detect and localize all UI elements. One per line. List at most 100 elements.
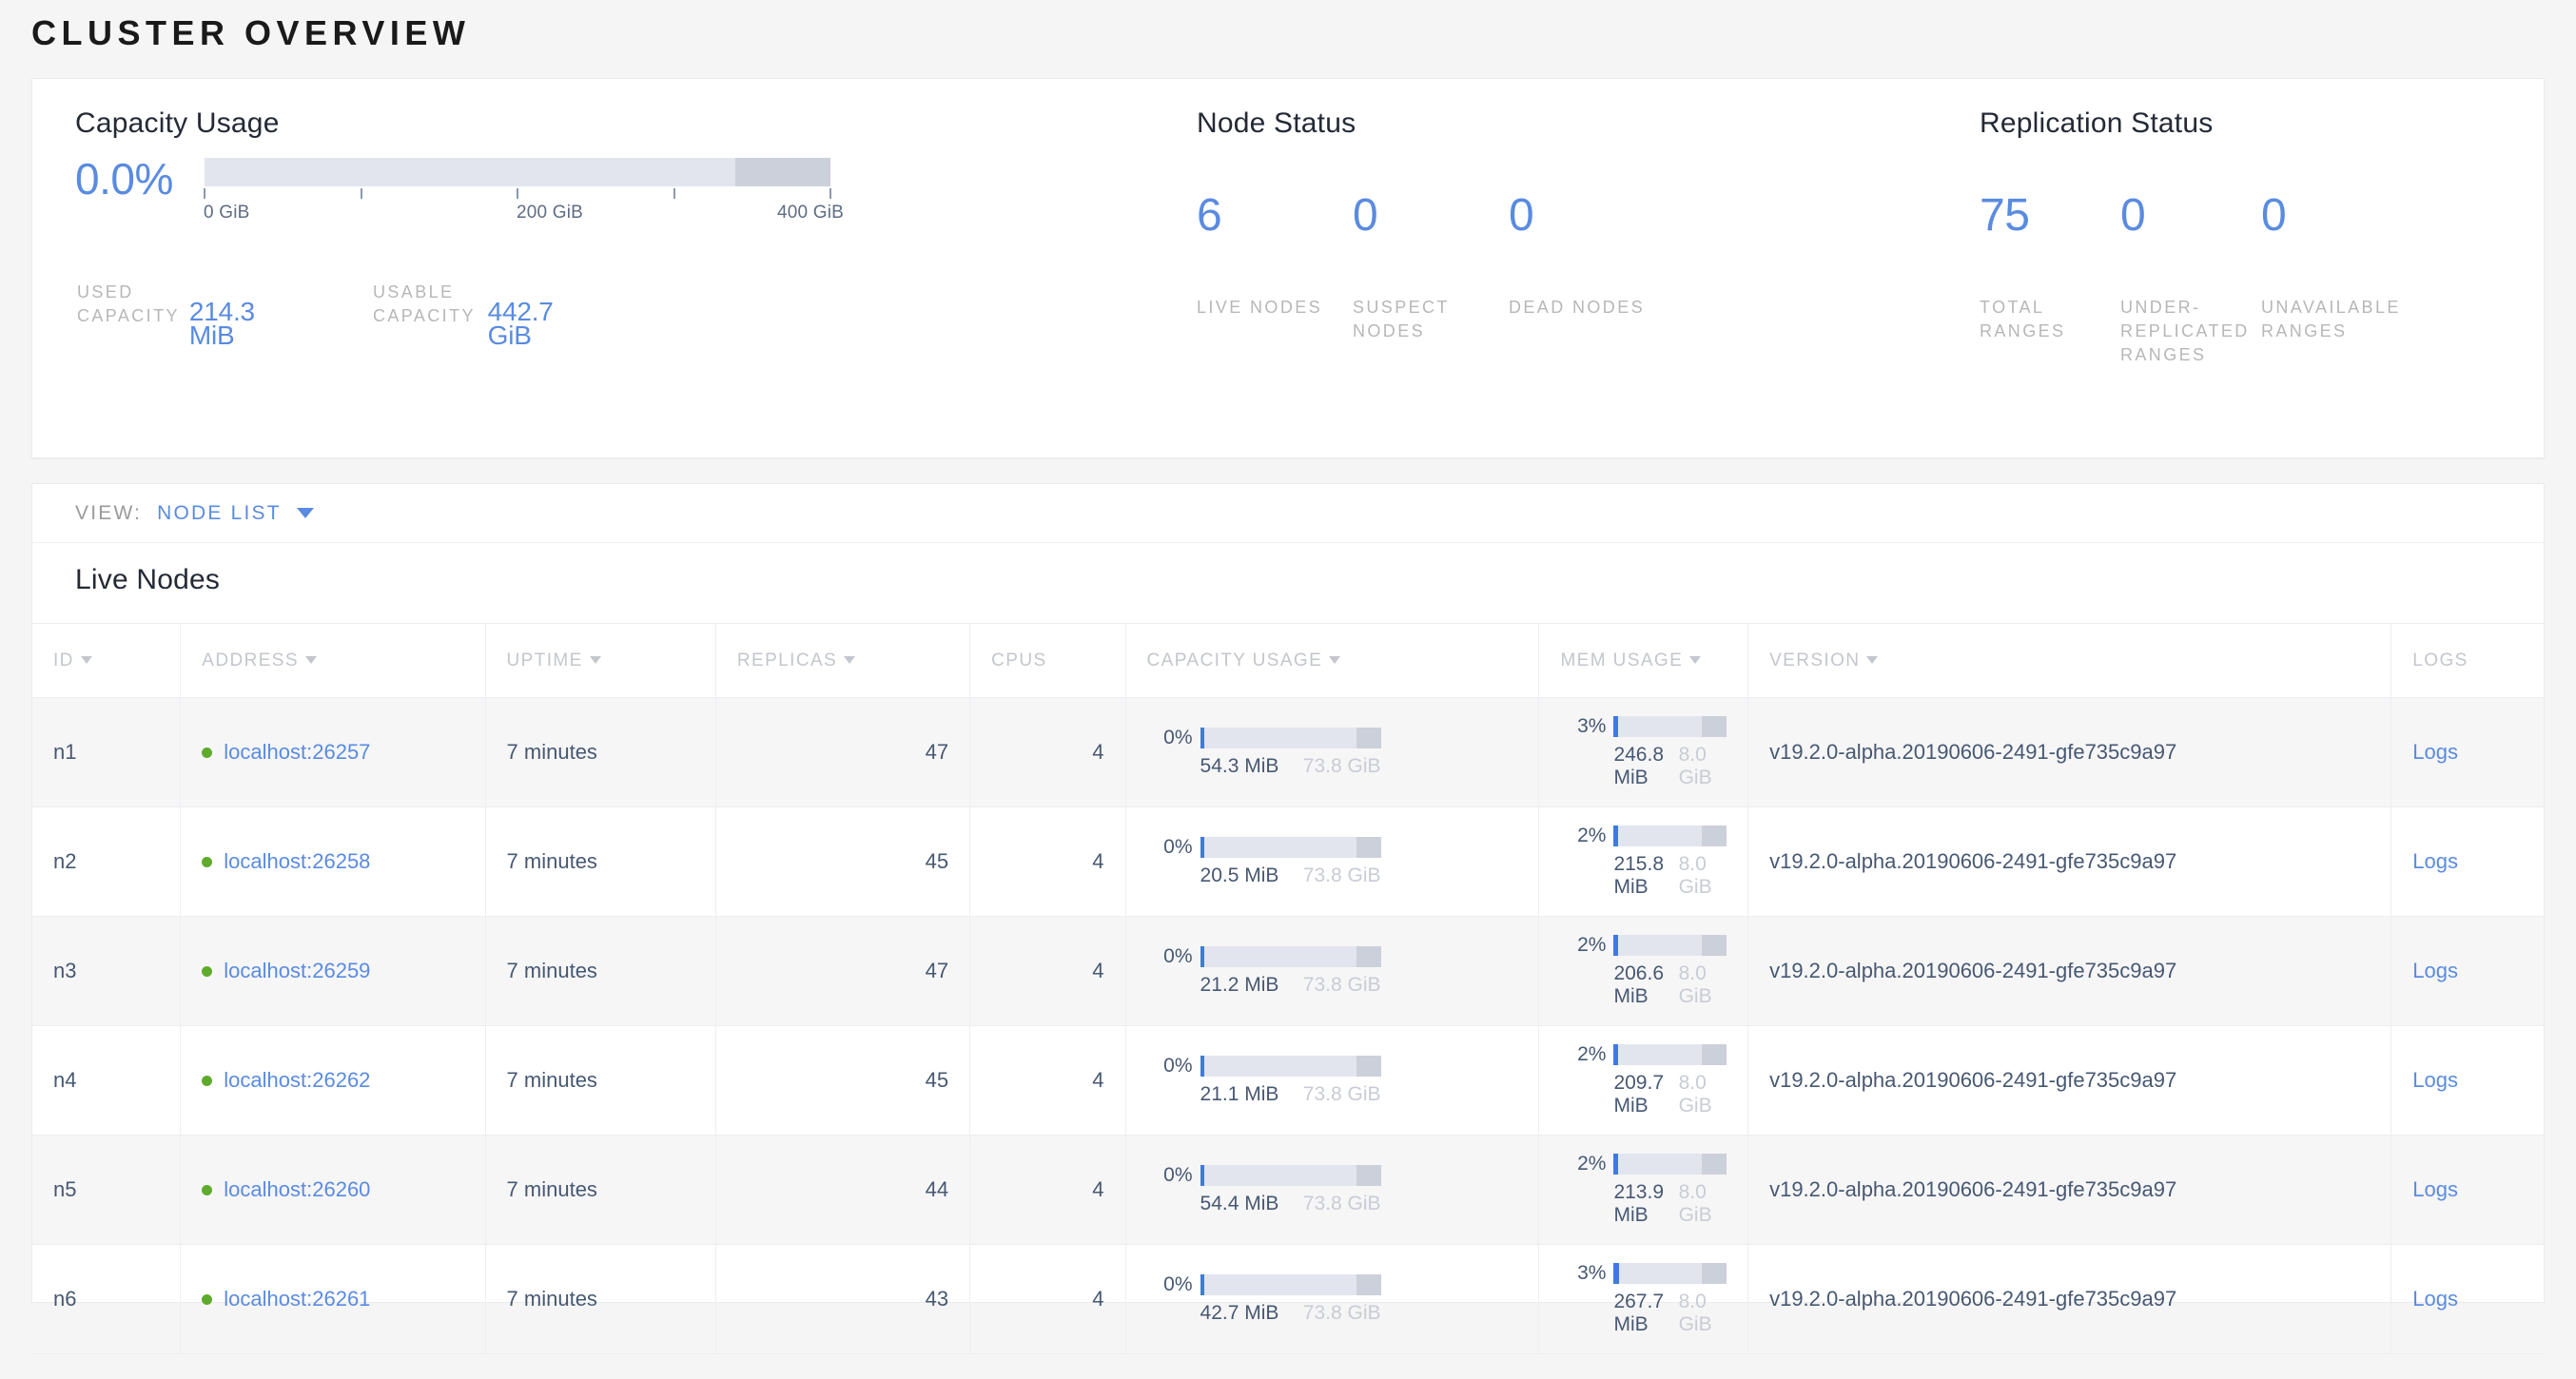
capacity-usage-percent: 0% — [1163, 1273, 1193, 1295]
sort-caret-icon — [589, 655, 601, 664]
node-logs-link[interactable]: Logs — [2412, 959, 2459, 982]
mem-usage-gauge: 3% 246.8 MiB 8.0 GiB — [1560, 715, 1727, 789]
node-logs-link[interactable]: Logs — [2412, 1177, 2459, 1201]
node-address-link[interactable]: localhost:26261 — [224, 1287, 371, 1311]
capacity-usage-bar-reserved — [1356, 728, 1381, 748]
node-logs-link[interactable]: Logs — [2412, 1287, 2459, 1311]
node-address-link[interactable]: localhost:26260 — [224, 1177, 371, 1201]
column-header-capacity-usage[interactable]: CAPACITY USAGE — [1124, 623, 1539, 698]
capacity-usage-percent: 0.0% — [75, 154, 173, 204]
cell-node-version: v19.2.0-alpha.20190606-2491-gfe735c9a97 — [1747, 1025, 2391, 1136]
column-header-address[interactable]: ADDRESS — [180, 623, 486, 698]
cell-node-id: n5 — [32, 1135, 181, 1245]
cell-node-id: n4 — [32, 1025, 181, 1136]
mem-usage-bar-track — [1613, 1263, 1727, 1284]
column-header-uptime[interactable]: UPTIME — [484, 623, 716, 698]
capacity-usage-bar-fill — [1200, 946, 1204, 967]
capacity-axis-tick — [204, 188, 205, 199]
mem-usage-total: 8.0 GiB — [1678, 744, 1712, 788]
total-ranges-stat: 75 TOTAL RANGES — [1980, 191, 2120, 367]
mem-usage-percent: 3% — [1577, 715, 1607, 737]
cell-node-uptime: 7 minutes — [484, 697, 716, 807]
mem-usage-bar-fill — [1613, 716, 1619, 737]
node-logs-link[interactable]: Logs — [2412, 1068, 2459, 1092]
cell-node-logs: Logs — [2391, 806, 2544, 917]
mem-usage-total: 8.0 GiB — [1678, 1181, 1712, 1226]
column-header-mem-usage[interactable]: MEM USAGE — [1538, 623, 1748, 698]
cell-node-replicas: 44 — [714, 1135, 970, 1245]
mem-usage-bar-reserved — [1702, 1263, 1727, 1284]
mem-usage-used: 215.8 MiB — [1613, 853, 1665, 898]
sort-caret-icon — [304, 655, 317, 664]
cell-node-cpus: 4 — [969, 1135, 1126, 1245]
capacity-usage-title: Capacity Usage — [75, 107, 280, 139]
cell-node-address: localhost:26258 — [180, 806, 486, 917]
capacity-usage-gauge: 0% 20.5 MiB 73.8 GiB — [1147, 836, 1518, 887]
mem-usage-percent: 2% — [1577, 934, 1607, 956]
cell-node-replicas: 43 — [714, 1244, 970, 1354]
column-header-replicas[interactable]: REPLICAS — [714, 623, 970, 698]
capacity-usage-bar-reserved — [735, 158, 830, 186]
column-header-id[interactable]: ID — [32, 623, 181, 698]
mem-usage-gauge: 2% 213.9 MiB 8.0 GiB — [1560, 1153, 1727, 1227]
mem-usage-bar-track — [1613, 935, 1727, 956]
mem-usage-used: 209.7 MiB — [1613, 1072, 1665, 1117]
capacity-axis-tick-label: 0 GiB — [204, 203, 250, 223]
capacity-usage-section: Capacity Usage 0.0% 0 GiB 200 GiB 400 GiB … — [75, 79, 1122, 459]
mem-usage-used: 206.6 MiB — [1613, 962, 1665, 1007]
chevron-down-icon[interactable] — [296, 508, 314, 518]
mem-usage-percent: 2% — [1577, 1153, 1607, 1175]
column-header-cpus[interactable]: CPUS — [969, 623, 1126, 698]
dead-nodes-value: 0 — [1509, 190, 1534, 241]
mem-usage-gauge: 3% 267.7 MiB 8.0 GiB — [1560, 1262, 1727, 1336]
column-header-version[interactable]: VERSION — [1747, 623, 2391, 698]
node-logs-link[interactable]: Logs — [2412, 849, 2459, 873]
cluster-summary-card: Capacity Usage 0.0% 0 GiB 200 GiB 400 GiB … — [31, 78, 2545, 458]
cell-node-mem-usage: 2% 213.9 MiB 8.0 GiB — [1538, 1135, 1748, 1245]
mem-usage-bar-track — [1613, 825, 1727, 846]
node-health-dot-icon — [202, 965, 213, 977]
cell-node-capacity-usage: 0% 20.5 MiB 73.8 GiB — [1124, 806, 1539, 917]
live-nodes-card: Live Nodes ID ADDRESS UPTIME REPLICAS CP… — [31, 542, 2545, 1354]
capacity-axis-tick — [673, 188, 675, 199]
cell-node-logs: Logs — [2391, 916, 2544, 1026]
node-address-link[interactable]: localhost:26262 — [224, 1068, 371, 1092]
cell-node-uptime: 7 minutes — [484, 916, 716, 1026]
sort-caret-icon — [80, 655, 92, 664]
under-replicated-ranges-stat: 0 UNDER-REPLICATED RANGES — [2120, 191, 2261, 367]
node-health-dot-icon — [202, 1184, 213, 1195]
node-health-dot-icon — [202, 1293, 213, 1305]
capacity-usage-used: 21.1 MiB — [1200, 1083, 1279, 1105]
view-selected-value[interactable]: NODE LIST — [157, 501, 282, 524]
cell-node-version: v19.2.0-alpha.20190606-2491-gfe735c9a97 — [1747, 1135, 2391, 1245]
capacity-usage-gauge: 0.0% 0 GiB 200 GiB 400 GiB — [75, 154, 844, 223]
cell-node-address: localhost:26257 — [180, 697, 486, 807]
mem-usage-total: 8.0 GiB — [1678, 962, 1712, 1007]
node-address-link[interactable]: localhost:26259 — [224, 959, 371, 982]
usable-capacity-value: 442.7 GiB — [487, 297, 554, 350]
mem-usage-bar-fill — [1613, 1263, 1619, 1284]
column-header-logs: LOGS — [2391, 623, 2544, 698]
suspect-nodes-stat: 0 SUSPECT NODES — [1353, 191, 1509, 343]
view-selector-bar: VIEW: NODE LIST — [31, 483, 2545, 542]
capacity-usage-bar-fill — [1200, 1274, 1204, 1295]
table-row: n4 localhost:26262 7 minutes 45 4 0% — [32, 1025, 2544, 1136]
total-ranges-label: TOTAL RANGES — [1980, 298, 2066, 340]
capacity-usage-total: 73.8 GiB — [1302, 1083, 1381, 1105]
mem-usage-total: 8.0 GiB — [1678, 1291, 1712, 1335]
capacity-usage-used: 42.7 MiB — [1200, 1302, 1279, 1324]
node-logs-link[interactable]: Logs — [2412, 740, 2459, 764]
node-address-link[interactable]: localhost:26257 — [224, 740, 371, 764]
cell-node-address: localhost:26261 — [180, 1244, 486, 1354]
node-address-link[interactable]: localhost:26258 — [224, 849, 371, 873]
capacity-usage-bar-reserved — [1356, 946, 1381, 967]
used-capacity-label: USED CAPACITY — [77, 282, 180, 325]
capacity-axis-tick-label: 400 GiB — [776, 203, 844, 223]
cell-node-capacity-usage: 0% 21.2 MiB 73.8 GiB — [1124, 916, 1539, 1026]
capacity-usage-bar-track — [1200, 1274, 1381, 1295]
capacity-usage-bar-fill — [1200, 1165, 1204, 1186]
cell-node-version: v19.2.0-alpha.20190606-2491-gfe735c9a97 — [1747, 916, 2391, 1026]
capacity-usage-percent: 0% — [1163, 1055, 1193, 1077]
cell-node-mem-usage: 3% 267.7 MiB 8.0 GiB — [1538, 1244, 1748, 1354]
under-replicated-ranges-value: 0 — [2120, 190, 2146, 241]
